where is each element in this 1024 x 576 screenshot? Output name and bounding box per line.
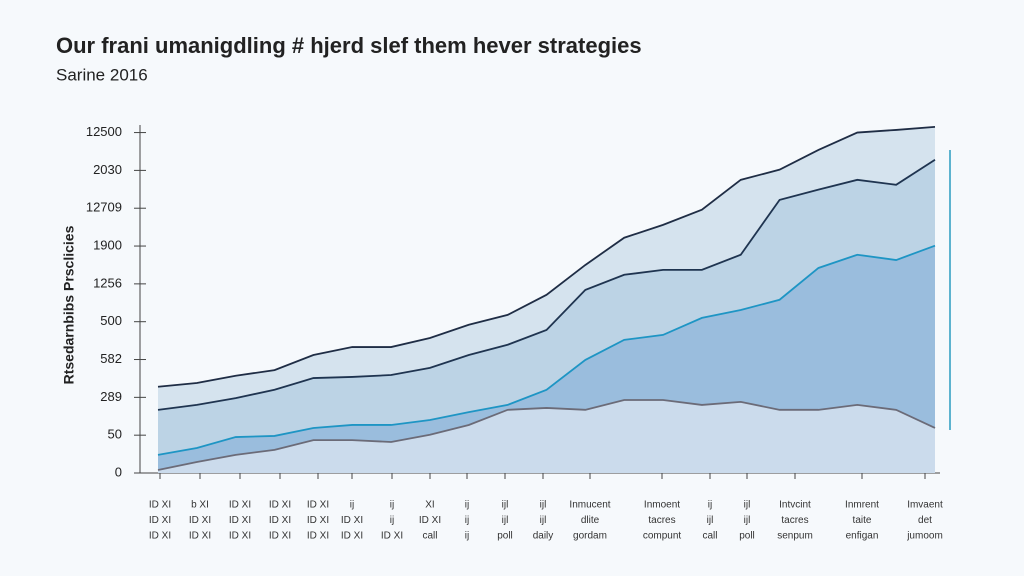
- y-axis-label: Rtsedarnbibs Prsclicies: [61, 225, 77, 384]
- y-tick-label: 0: [115, 464, 122, 479]
- x-tick-label: Inmoent: [644, 500, 680, 511]
- x-tick-label: Inmucent: [569, 500, 610, 511]
- x-tick-label: ijl: [502, 515, 509, 526]
- x-tick-label: ID XI: [269, 500, 291, 511]
- x-tick-label: ij: [465, 515, 469, 526]
- x-tick-label: compunt: [643, 531, 682, 542]
- x-tick-label: poll: [497, 531, 513, 542]
- line: [157, 244, 936, 456]
- x-tick-label: daily: [533, 531, 554, 542]
- y-tick-label: 50: [108, 427, 122, 442]
- y-tick-label: 582: [100, 351, 122, 366]
- x-tick-label: ij: [465, 500, 469, 511]
- x-tick-label: dlite: [581, 515, 600, 526]
- x-tick-label: ij: [708, 500, 712, 511]
- x-tick-label: ID XI: [189, 515, 211, 526]
- y-tick-label: 12500: [86, 124, 122, 139]
- x-tick-label: ID XI: [149, 500, 171, 511]
- x-tick-label: ID XI: [149, 515, 171, 526]
- x-tick-label: ij: [390, 500, 394, 511]
- x-tick-label: jumoom: [906, 531, 943, 542]
- x-tick-label: ID XI: [381, 531, 403, 542]
- y-tick-label: 2030: [93, 162, 122, 177]
- x-tick-label: enfigan: [846, 531, 879, 542]
- x-tick-label: ID XI: [269, 515, 291, 526]
- x-tick-label: ID XI: [229, 531, 251, 542]
- y-tick-label: 289: [100, 389, 122, 404]
- x-tick-label: XI: [425, 500, 434, 511]
- chart-subtitle: Sarine 2016: [56, 65, 148, 84]
- x-tick-label: det: [918, 515, 932, 526]
- x-tick-label: b XI: [191, 500, 209, 511]
- x-tick-label: ID XI: [307, 531, 329, 542]
- x-tick-label: poll: [739, 531, 755, 542]
- x-tick-label: ij: [465, 531, 469, 542]
- x-tick-label: ij: [350, 500, 354, 511]
- x-tick-label: ID XI: [307, 500, 329, 511]
- area: [158, 399, 935, 473]
- x-tick-label: taite: [853, 515, 872, 526]
- x-tick-label: ijl: [540, 500, 547, 511]
- x-tick-label: ID XI: [341, 531, 363, 542]
- x-tick-label: ijl: [707, 515, 714, 526]
- x-tick-label: ID XI: [341, 515, 363, 526]
- x-tick-label: ijl: [502, 500, 509, 511]
- x-tick-label: ID XI: [307, 515, 329, 526]
- x-tick-label: gordam: [573, 531, 607, 542]
- x-tick-label: ID XI: [419, 515, 441, 526]
- x-tick-label: tacres: [781, 515, 808, 526]
- x-tick-label: Intvcint: [779, 500, 811, 511]
- x-tick-label: ID XI: [269, 531, 291, 542]
- x-tick-label: Imvaent: [907, 500, 943, 511]
- x-tick-label: ijl: [744, 500, 751, 511]
- x-tick-label: call: [702, 531, 717, 542]
- line: [157, 399, 936, 471]
- chart-title: Our frani umanigdling # hjerd slef them …: [56, 33, 642, 58]
- x-tick-label: ijl: [744, 515, 751, 526]
- x-tick-label: ID XI: [229, 500, 251, 511]
- y-tick-label: 1256: [93, 275, 122, 290]
- x-tick-label: ID XI: [149, 531, 171, 542]
- y-tick-label: 12709: [86, 200, 122, 215]
- x-tick-label: senpum: [777, 531, 813, 542]
- x-tick-label: call: [422, 531, 437, 542]
- x-tick-label: tacres: [648, 515, 675, 526]
- x-tick-label: Inmrent: [845, 500, 879, 511]
- line: [157, 125, 936, 388]
- x-tick-label: ID XI: [189, 531, 211, 542]
- x-tick-label: ID XI: [229, 515, 251, 526]
- line: [157, 159, 936, 411]
- y-tick-label: 1900: [93, 237, 122, 252]
- x-tick-label: ijl: [540, 515, 547, 526]
- x-tick-label: ij: [390, 515, 394, 526]
- y-tick-label: 500: [100, 313, 122, 328]
